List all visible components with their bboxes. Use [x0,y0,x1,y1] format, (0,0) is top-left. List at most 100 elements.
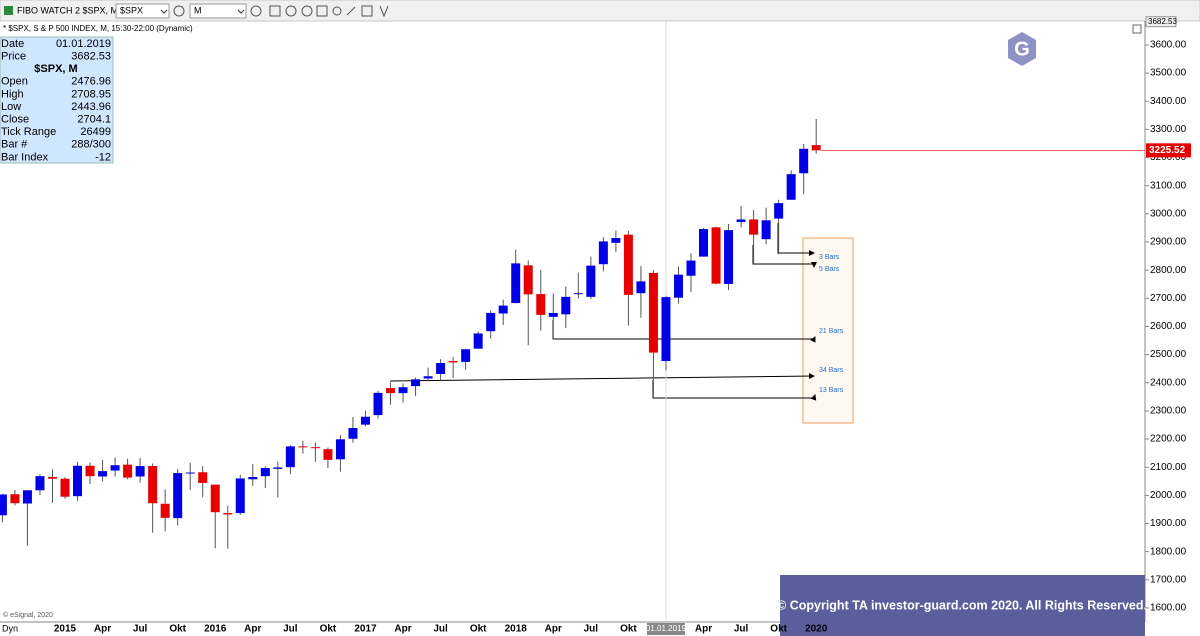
x-tick-label: Jul [734,624,749,635]
last-price-bg [1146,143,1191,158]
candle-body [198,472,208,483]
candle-body [761,220,771,240]
last-price: 3225.52 [1149,145,1186,156]
dw-label: Tick Range [1,126,56,138]
dw-value: 2443.96 [71,101,111,113]
tool-icon[interactable] [301,5,313,17]
candle-body [648,272,658,353]
dw-value: 01.01.2019 [56,38,111,50]
x-tick-label: Jul [584,624,599,635]
y-tick-label: 2900.00 [1150,237,1187,248]
candle-body [586,265,596,297]
toolbar-icons [250,5,389,18]
logo-text: G [1014,38,1030,60]
candle-body [148,466,158,504]
candle-body [235,478,245,514]
candle-body [448,361,458,363]
interval-text: M [194,5,202,15]
candle-body [736,219,746,222]
candle-body [223,513,233,515]
x-tick-label: Apr [394,624,411,635]
dw-label: High [1,88,24,100]
candle-body [436,363,446,374]
app-icon [4,6,13,15]
y-tick-label: 3300.00 [1150,124,1187,135]
y-tick-label: 2800.00 [1150,265,1187,276]
y-tick-label: 2300.00 [1150,406,1187,417]
candles [0,118,821,549]
tool-icon[interactable] [361,5,373,17]
symbol-input[interactable] [115,3,170,19]
clock-icon[interactable] [250,5,262,17]
cursor-price: 3682.53 [1148,17,1177,26]
candle-body [511,263,521,304]
y-tick-label: 2500.00 [1150,349,1187,360]
dropdown-arrow [160,9,168,14]
candle-body [285,446,295,468]
candle-body [35,476,45,491]
arrow [777,223,815,256]
y-tick-label: 3000.00 [1150,208,1187,219]
logo: G [1008,32,1036,66]
candle-body [774,203,784,219]
window-button[interactable] [1132,24,1142,34]
y-tick-label: 3500.00 [1150,68,1187,79]
candle-body [398,387,408,394]
x-tick-label: Okt [320,624,337,635]
candle-body [173,473,183,519]
x-tick-label: Okt [770,624,787,635]
candle-body [461,349,471,362]
tool-icon[interactable] [316,5,328,17]
candle-body [799,148,809,174]
source-note: © eSignal, 2020 [3,611,53,619]
symbol-text: $SPX [120,5,143,15]
candle-body [210,484,220,513]
tool-icon[interactable] [346,6,356,16]
y-tick-label: 2700.00 [1150,293,1187,304]
candle-body [623,234,633,295]
candle-body [260,468,270,477]
interval-input[interactable] [189,3,247,19]
fibo-zone [802,237,854,424]
cursor-date-bg [646,623,685,635]
candle-body [498,305,508,314]
x-tick-label: Jul [433,624,448,635]
dw-label: Bar Index [1,151,49,163]
y-tick-label: 2100.00 [1150,462,1187,473]
tool-icon[interactable] [379,5,389,18]
x-tick-label: Jul [283,624,298,635]
logo-hexagon [1008,32,1036,66]
candle-body [22,490,32,504]
dw-label: Bar # [1,139,28,151]
toolbar [0,0,1200,22]
refresh-icon[interactable] [173,5,185,17]
arrow [752,245,817,268]
tool-icon[interactable] [332,6,342,16]
tool-icon[interactable] [285,5,297,17]
dw-value: 2708.95 [71,88,111,100]
candle-body [561,296,571,315]
candle-body [60,478,70,497]
candle-body [47,477,57,479]
copyright-box [780,575,1145,636]
tool-icon[interactable] [269,5,281,17]
x-tick-label: Apr [94,624,111,635]
candle-body [348,428,358,439]
y-tick-label: 3200.00 [1150,152,1187,163]
candle-body [661,297,671,362]
candle-body [185,472,195,474]
y-tick-label: 2000.00 [1150,490,1187,501]
x-tick-label: 2017 [354,624,377,635]
y-tick-label: 2400.00 [1150,377,1187,388]
dw-label: Close [1,114,29,126]
y-tick-label: 2200.00 [1150,434,1187,445]
x-tick-label: Okt [470,624,487,635]
y-tick-label: 1700.00 [1150,574,1187,585]
x-axis-mode: Dyn [2,623,18,633]
candle-body [749,219,759,235]
candle-body [110,465,120,471]
x-tick-label: Apr [695,624,712,635]
candle-body [636,281,646,294]
